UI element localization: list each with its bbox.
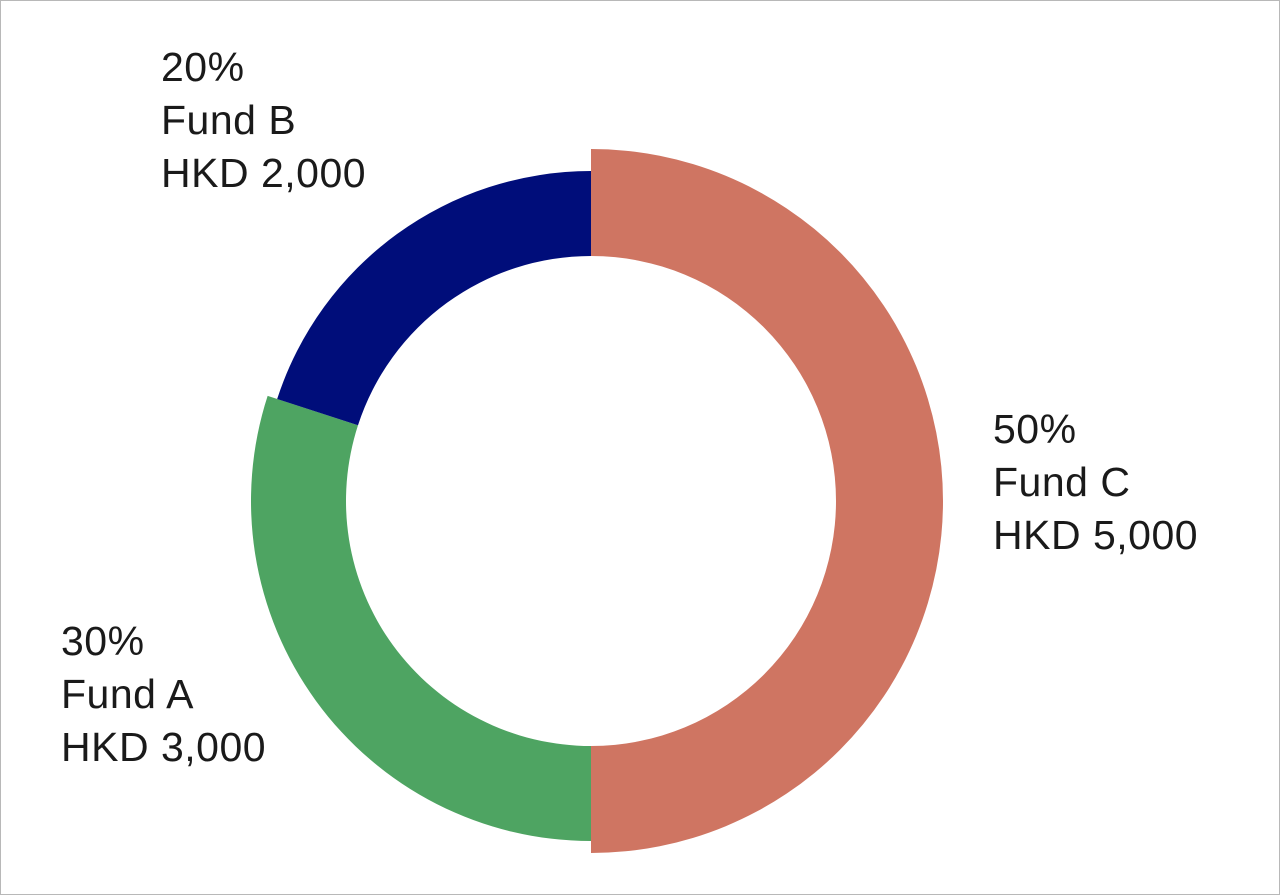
slice-fund-c <box>591 149 943 853</box>
label-fund-a-amount: HKD 3,000 <box>61 724 267 770</box>
label-fund-b-percent: 20% <box>161 44 245 90</box>
label-fund-a-name: Fund A <box>61 671 194 717</box>
label-fund-c-amount: HKD 5,000 <box>993 512 1199 558</box>
label-fund-b-amount: HKD 2,000 <box>161 150 367 196</box>
label-fund-c: 50% Fund C HKD 5,000 <box>993 403 1198 562</box>
label-fund-b-name: Fund B <box>161 97 297 143</box>
label-fund-a: 30% Fund A HKD 3,000 <box>61 615 266 774</box>
label-fund-a-percent: 30% <box>61 618 145 664</box>
label-fund-b: 20% Fund B HKD 2,000 <box>161 41 366 200</box>
label-fund-c-name: Fund C <box>993 459 1131 505</box>
slice-fund-b <box>277 171 591 426</box>
label-fund-c-percent: 50% <box>993 406 1077 452</box>
slice-fund-a <box>250 395 592 841</box>
